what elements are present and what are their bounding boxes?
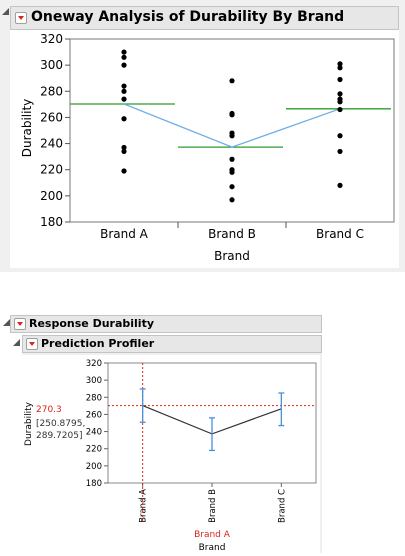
profiler-y-tick-label: 320 <box>86 359 102 369</box>
profiler-x-tick-label: Brand B <box>208 489 218 523</box>
oneway-data-point <box>337 148 343 155</box>
oneway-y-tick-label: 320 <box>40 32 63 46</box>
oneway-data-point <box>337 133 343 139</box>
oneway-y-tick-label: 300 <box>40 58 63 72</box>
profiler-y-tick-label: 280 <box>86 393 102 403</box>
oneway-y-axis-label: Durability <box>20 99 34 158</box>
oneway-x-axis-label: Brand <box>214 249 250 263</box>
response-title-bar: Response Durability <box>10 315 322 333</box>
oneway-y-tick-label: 220 <box>40 163 63 177</box>
oneway-y-tick-label: 240 <box>40 137 63 151</box>
oneway-data-point <box>337 61 343 67</box>
oneway-data-point <box>121 168 127 174</box>
oneway-data-point <box>229 197 235 203</box>
oneway-data-point <box>121 88 127 94</box>
oneway-data-point <box>121 54 127 60</box>
oneway-y-tick-label: 260 <box>40 110 63 124</box>
profiler-y-tick-label: 180 <box>86 479 102 489</box>
oneway-data-point <box>337 76 343 83</box>
oneway-means-connect-line <box>123 103 341 148</box>
profiler-y-axis-label: Durability <box>24 401 34 446</box>
oneway-x-tick-label: Brand C <box>316 227 364 241</box>
oneway-data-point <box>121 144 127 151</box>
profiler-title: Prediction Profiler <box>41 337 155 350</box>
oneway-x-tick-label: Brand A <box>100 227 149 241</box>
profiler-x-tick-label: Brand C <box>277 489 287 523</box>
oneway-y-tick-label: 200 <box>40 189 63 203</box>
profiler-red-triangle-icon[interactable] <box>26 338 38 350</box>
oneway-data-point <box>121 83 127 89</box>
oneway-chart: Durability Brand 180 200 220 240 260 280 300 32… <box>20 32 395 263</box>
oneway-data-point <box>121 148 127 155</box>
profiler-y-tick-label: 240 <box>86 428 102 438</box>
oneway-y-tick-label: 180 <box>40 215 63 229</box>
red-triangle-menu-icon[interactable] <box>15 12 27 24</box>
oneway-data-point <box>229 184 235 190</box>
profiler-x-axis-label: Brand <box>199 543 226 553</box>
oneway-data-point <box>121 96 127 102</box>
profiler-y-interval-2: 289.7205] <box>36 431 82 441</box>
profiler-y-interval: [250.8795, <box>36 419 85 429</box>
oneway-data-point <box>337 91 343 97</box>
oneway-data-point <box>229 78 235 84</box>
oneway-data-point <box>121 116 127 122</box>
oneway-data-point <box>337 99 343 105</box>
oneway-x-tick-label: Brand B <box>208 227 256 241</box>
oneway-data-point <box>229 169 235 175</box>
oneway-data-point <box>337 106 343 113</box>
profiler-y-tick-label: 200 <box>86 462 102 472</box>
response-title: Response Durability <box>29 317 155 330</box>
profiler-y-tick-label: 260 <box>86 410 102 420</box>
oneway-title-bar: Oneway Analysis of Durability By Brand <box>10 6 399 30</box>
response-disclosure-icon[interactable] <box>3 319 10 326</box>
response-red-triangle-icon[interactable] <box>14 318 26 330</box>
oneway-panel: Oneway Analysis of Durability By Brand D… <box>0 0 405 272</box>
profiler-y-value: 270.3 <box>36 405 62 415</box>
oneway-data-point <box>229 133 235 139</box>
oneway-y-tick-label: 280 <box>40 84 63 98</box>
oneway-data-point <box>337 65 343 71</box>
profiler-disclosure-icon[interactable] <box>13 339 20 346</box>
oneway-data-point <box>229 156 235 162</box>
profiler-current-x: Brand A <box>194 530 231 540</box>
oneway-data-point <box>121 49 127 55</box>
profiler-y-tick-label: 220 <box>86 445 102 455</box>
profiler-y-tick-label: 300 <box>86 376 102 386</box>
profiler-title-bar: Prediction Profiler <box>22 335 322 353</box>
disclosure-triangle-icon[interactable] <box>2 8 9 15</box>
profiler-x-tick-label: Brand A <box>139 489 149 523</box>
oneway-data-point <box>229 112 235 118</box>
oneway-data-point <box>121 62 127 68</box>
oneway-data-point <box>337 182 343 188</box>
oneway-title: Oneway Analysis of Durability By Brand <box>31 9 345 25</box>
